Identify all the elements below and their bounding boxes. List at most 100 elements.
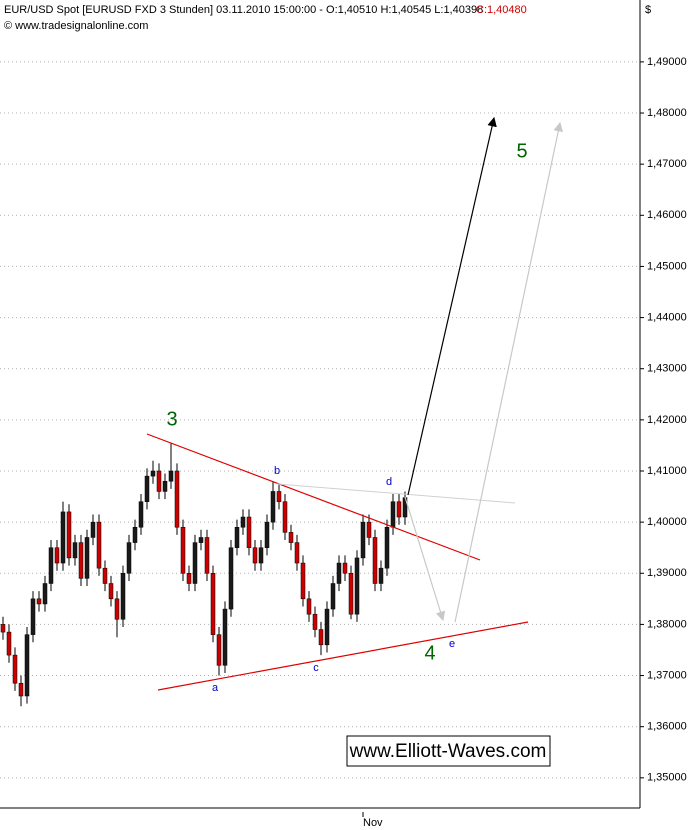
wave-label: d <box>386 476 392 488</box>
y-tick-label: 1,35000 <box>647 772 687 784</box>
candle-body <box>150 470 156 477</box>
y-tick-label: 1,45000 <box>647 260 687 272</box>
candle-body <box>42 583 48 605</box>
candle-body <box>162 480 168 492</box>
wave-label: 4 <box>424 642 435 664</box>
wave-label: e <box>449 638 455 650</box>
candle-body <box>168 470 174 482</box>
candle-body <box>120 573 126 620</box>
candle-body <box>372 537 378 584</box>
candle-body <box>54 547 60 564</box>
watermark-box <box>346 735 551 767</box>
projection-arrow <box>454 121 563 623</box>
y-tick-label: 1,41000 <box>647 465 687 477</box>
wave-label: c <box>313 662 319 674</box>
candle-body <box>294 542 300 564</box>
wave-label: a <box>212 682 219 694</box>
wave-label: b <box>274 465 280 477</box>
candle-body <box>288 532 294 543</box>
candle-body <box>18 682 24 697</box>
candle-body <box>210 573 216 635</box>
candle-body <box>282 501 288 533</box>
candle-body <box>234 526 240 548</box>
candle-body <box>138 501 144 528</box>
y-tick-label: 1,43000 <box>647 363 687 375</box>
candle-body <box>30 598 36 635</box>
candle-body <box>180 526 186 574</box>
candle-body <box>204 537 210 574</box>
candle-body <box>216 634 222 666</box>
candle-body <box>114 598 120 620</box>
candle-body <box>342 562 348 574</box>
chart-title: EUR/USD Spot [EURUSD FXD 3 Stunden] 03.1… <box>4 4 483 16</box>
trendline <box>146 433 481 561</box>
y-tick-label: 1,39000 <box>647 567 687 579</box>
candle-body <box>240 516 246 528</box>
x-tick-label: Nov <box>363 817 383 829</box>
candle-body <box>108 583 114 600</box>
candle-body <box>192 542 198 584</box>
candle-body <box>336 562 342 584</box>
watermark: www.Elliott-Waves.com <box>349 741 547 762</box>
candle-body <box>36 598 42 605</box>
candle-body <box>90 521 96 538</box>
candle-body <box>378 567 384 584</box>
wave-label: 5 <box>516 140 527 162</box>
source: © www.tradesignalonline.com <box>4 20 148 32</box>
candle-body <box>258 547 264 564</box>
unit-label: $ <box>645 4 651 16</box>
candle-body <box>0 624 6 633</box>
projection-arrow <box>404 496 446 622</box>
candle-body <box>78 542 84 579</box>
y-tick-label: 1,42000 <box>647 414 687 426</box>
candle-body <box>318 629 324 646</box>
y-tick-label: 1,47000 <box>647 158 687 170</box>
grid <box>0 61 640 779</box>
candle-body <box>222 608 228 666</box>
candle-body <box>96 521 102 569</box>
candle-body <box>252 547 258 564</box>
wave-label: 3 <box>166 408 177 430</box>
candle-body <box>366 521 372 538</box>
candle-body <box>48 547 54 584</box>
y-tick-label: 1,40000 <box>647 516 687 528</box>
candle-body <box>6 631 12 656</box>
candle-body <box>84 537 90 579</box>
candle-body <box>312 613 318 630</box>
candle-body <box>228 547 234 610</box>
candle-body <box>60 511 66 564</box>
candle-body <box>186 573 192 584</box>
candle-body <box>384 526 390 569</box>
candle-body <box>300 562 306 600</box>
candle-body <box>390 501 396 528</box>
candle-body <box>270 491 276 523</box>
candle-body <box>174 470 180 528</box>
trendline <box>276 483 516 504</box>
y-tick-label: 1,38000 <box>647 618 687 630</box>
trendline <box>157 621 529 691</box>
candle-body <box>24 634 30 697</box>
candle-body <box>72 542 78 559</box>
candle-body <box>66 511 72 559</box>
candle-body <box>276 491 282 502</box>
y-tick-label: 1,36000 <box>647 721 687 733</box>
candle-body <box>156 470 162 492</box>
candle-body <box>324 608 330 646</box>
y-tick-label: 1,49000 <box>647 56 687 68</box>
candle-body <box>360 521 366 559</box>
candle-body <box>144 475 150 502</box>
candle-body <box>354 557 360 615</box>
candle-body <box>102 567 108 584</box>
y-tick-label: 1,48000 <box>647 107 687 119</box>
candle-body <box>12 654 18 684</box>
candle-body <box>198 537 204 543</box>
candle-body <box>126 542 132 574</box>
candle-body <box>246 516 252 548</box>
candle-body <box>396 501 402 518</box>
candle-body <box>306 598 312 615</box>
y-tick-label: 1,44000 <box>647 311 687 323</box>
candle-body <box>330 583 336 610</box>
candle-body <box>348 573 354 615</box>
